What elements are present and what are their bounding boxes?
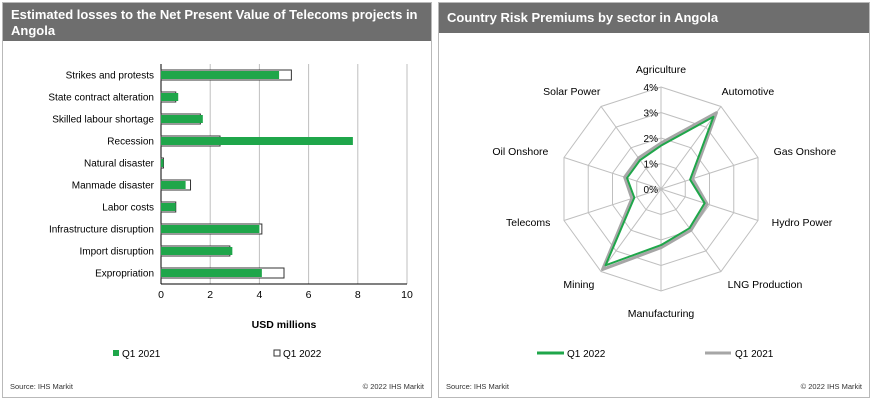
losses-copyright: © 2022 IHS Markit — [362, 382, 424, 391]
crp-copyright: © 2022 IHS Markit — [800, 382, 862, 391]
category-label: Infrastructure disruption — [49, 225, 154, 236]
bar-q1-2021 — [161, 247, 233, 255]
legend-label-q1-2022: Q1 2022 — [567, 349, 606, 360]
category-label: Strikes and protests — [66, 71, 154, 82]
category-label: Skilled labour shortage — [52, 115, 154, 126]
bar-q1-2021 — [161, 93, 179, 101]
x-tick-label: 4 — [256, 289, 262, 301]
series-line-q1-2021 — [601, 111, 718, 271]
radial-tick-label: 0% — [644, 185, 659, 196]
category-label: Hydro Power — [772, 217, 833, 229]
legend-swatch-q1-2022 — [273, 349, 281, 357]
radar-spoke — [660, 157, 759, 190]
losses-chart-panel: Estimated losses to the Net Present Valu… — [2, 2, 432, 398]
crp-source: Source: IHS Markit — [446, 382, 509, 391]
bar-q1-2021 — [161, 181, 186, 189]
crp-radar-chart: 0% 1% 2% 3% 4% Agriculture Automotive Gas Onsho… — [492, 64, 837, 360]
bar-q1-2021 — [161, 269, 262, 277]
category-label: Natural disaster — [84, 159, 155, 170]
radial-tick-label: 2% — [644, 134, 659, 145]
legend-swatch-q1-2021 — [113, 350, 119, 356]
radial-tick-label: 1% — [644, 160, 659, 171]
radar-spoke — [660, 188, 759, 221]
radial-tick-label: 3% — [644, 109, 659, 120]
crp-chart-title: Country Risk Premiums by sector in Angol… — [439, 3, 869, 33]
category-label: Expropriation — [95, 269, 154, 280]
bar-q1-2021 — [161, 203, 176, 211]
legend-label-q1-2021: Q1 2021 — [122, 349, 161, 360]
x-tick-label: 6 — [306, 289, 312, 301]
x-tick-label: 0 — [158, 289, 164, 301]
category-label: Automotive — [722, 86, 775, 98]
x-tick-label: 2 — [207, 289, 213, 301]
category-label: Agriculture — [636, 64, 686, 76]
radar-spoke — [563, 157, 662, 190]
radar-spoke — [600, 106, 662, 190]
category-label: Import disruption — [80, 247, 154, 258]
losses-chart-title: Estimated losses to the Net Present Valu… — [3, 3, 431, 41]
legend-label-q1-2021: Q1 2021 — [735, 349, 774, 360]
radar-spoke — [600, 188, 662, 272]
radar-spoke — [660, 106, 722, 190]
category-label: Mining — [563, 279, 594, 291]
category-label: Oil Onshore — [492, 146, 548, 158]
crp-chart-panel: Country Risk Premiums by sector in Angol… — [438, 2, 870, 398]
losses-source: Source: IHS Markit — [10, 382, 73, 391]
radial-tick-label: 4% — [644, 83, 659, 94]
x-tick-label: 8 — [355, 289, 361, 301]
category-label: Labor costs — [102, 203, 154, 214]
x-tick-label: 10 — [401, 289, 413, 301]
category-label: Recession — [107, 137, 154, 148]
bar-q1-2021 — [161, 71, 280, 79]
bar-q1-2021 — [161, 159, 164, 167]
losses-bar-chart: 0 2 4 6 8 10 Strikes and protests State contrac… — [48, 64, 413, 360]
radar-spoke — [563, 188, 662, 221]
category-label: Gas Onshore — [774, 146, 837, 158]
bar-q1-2021 — [161, 225, 260, 233]
category-label: State contract alteration — [48, 93, 154, 104]
category-label: Solar Power — [543, 86, 601, 98]
category-label: Manufacturing — [628, 308, 695, 320]
series-line-q1-2022 — [604, 115, 715, 267]
x-axis-title: USD millions — [252, 319, 317, 331]
legend-label-q1-2022: Q1 2022 — [283, 349, 322, 360]
bar-q1-2021 — [161, 115, 203, 123]
category-label: LNG Production — [728, 279, 803, 291]
category-label: Manmade disaster — [72, 181, 155, 192]
bar-q1-2021 — [161, 137, 353, 145]
category-label: Telecoms — [506, 217, 550, 229]
